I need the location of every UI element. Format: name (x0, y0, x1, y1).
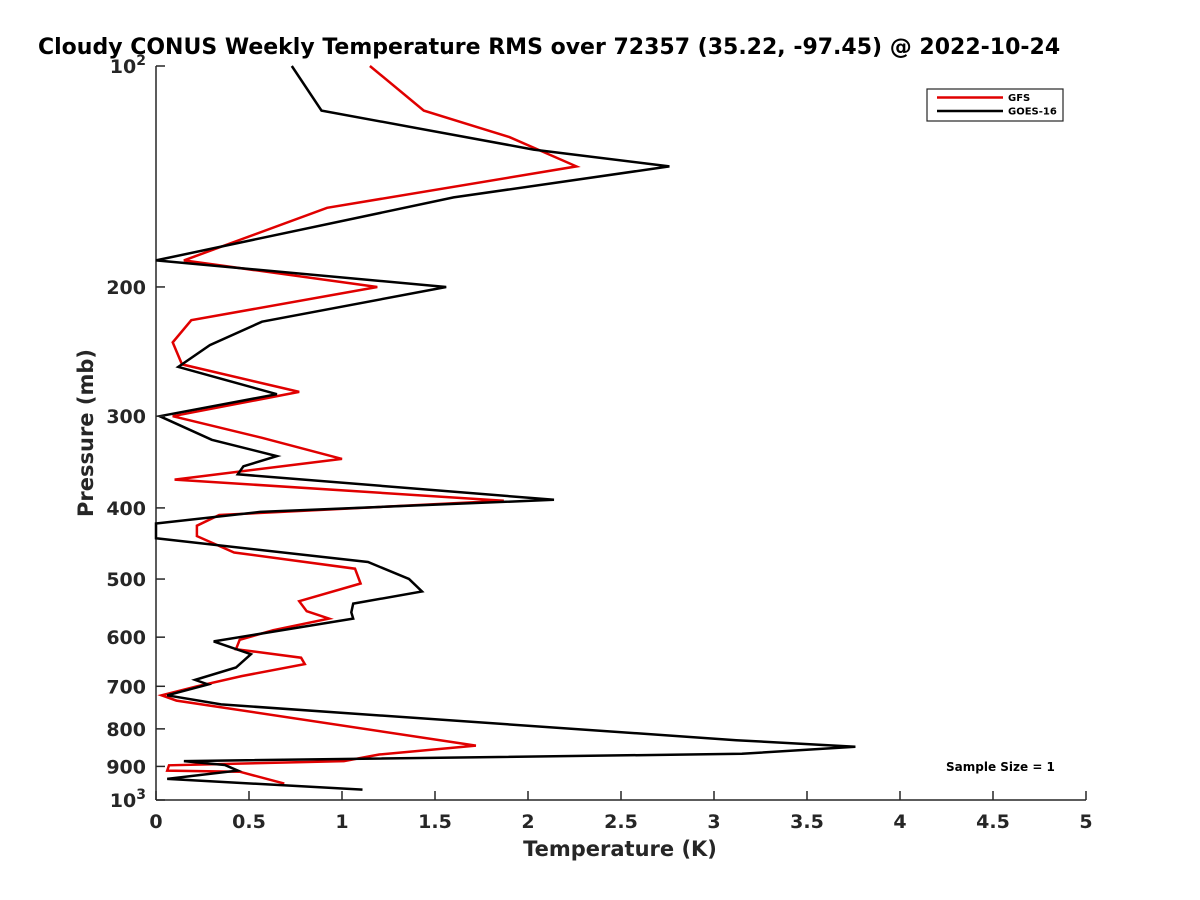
x-tick-label: 1 (335, 811, 348, 833)
y-tick-label: 300 (106, 406, 146, 428)
y-tick-label: 400 (106, 498, 146, 520)
y-tick-label: 900 (106, 756, 146, 778)
x-tick-label: 4 (893, 811, 906, 833)
series-line-gfs (157, 65, 581, 785)
legend-label-gfs: GFS (1008, 93, 1030, 104)
legend-label-goes16: GOES-16 (1008, 107, 1057, 118)
x-axis-label: Temperature (K) (523, 837, 717, 861)
x-tick-label: 0 (149, 811, 162, 833)
x-tick-label: 2.5 (604, 811, 638, 833)
y-axis-label: Pressure (mb) (74, 349, 98, 517)
y-tick-label: 600 (106, 627, 146, 649)
sample-size-annotation: Sample Size = 1 (946, 760, 1055, 774)
x-tick-label: 0.5 (232, 811, 266, 833)
series-line-goes16 (154, 65, 856, 791)
x-tick-label: 1.5 (418, 811, 452, 833)
axes (155, 66, 1086, 801)
y-tick-label: 800 (106, 719, 146, 741)
series-layer (154, 65, 856, 791)
x-tick-label: 2 (521, 811, 534, 833)
y-tick-label: 700 (106, 676, 146, 698)
x-tick-label: 5 (1079, 811, 1092, 833)
chart-title: Cloudy CONUS Weekly Temperature RMS over… (38, 35, 1060, 60)
y-tick-label: 103 (110, 787, 146, 812)
y-tick-label: 200 (106, 277, 146, 299)
y-tick-label: 102 (110, 53, 146, 78)
legend-box (926, 88, 1064, 122)
x-tick-label: 3 (707, 811, 720, 833)
x-tick-label: 4.5 (976, 811, 1010, 833)
x-tick-label: 3.5 (790, 811, 824, 833)
y-tick-label: 500 (106, 569, 146, 591)
legend: GFS GOES-16 (926, 88, 1064, 122)
tick-layer: 0 0.5 1 1.5 2 2.5 3 3.5 4 4.5 5 102 200 300 400 500 600 7… (106, 53, 1092, 833)
